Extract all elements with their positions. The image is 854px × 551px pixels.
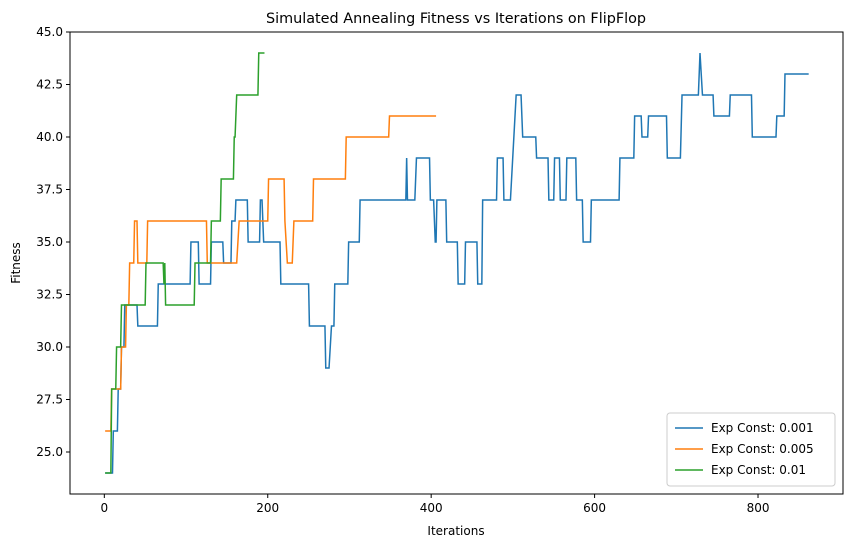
y-tick-label: 30.0 [36, 340, 63, 354]
y-tick-label: 32.5 [36, 288, 63, 302]
plot-frame [69, 31, 844, 495]
legend-label: Exp Const: 0.005 [711, 442, 814, 456]
x-tick-label: 200 [256, 501, 279, 515]
series-line [105, 52, 265, 474]
y-tick-label: 37.5 [36, 183, 63, 197]
y-axis-label: Fitness [9, 242, 23, 284]
y-tick-label: 42.5 [36, 78, 63, 92]
legend-label: Exp Const: 0.001 [711, 421, 814, 435]
x-tick-label: 600 [583, 501, 606, 515]
legend-box [666, 412, 836, 487]
chart-title: Simulated Annealing Fitness vs Iteration… [266, 11, 646, 27]
y-tick-label: 35.0 [36, 235, 63, 249]
x-tick-label: 800 [747, 501, 770, 515]
legend-label: Exp Const: 0.01 [711, 463, 806, 477]
x-tick-label: 400 [420, 501, 443, 515]
x-tick-label: 0 [100, 501, 108, 515]
y-tick-label: 27.5 [36, 393, 63, 407]
y-tick-label: 45.0 [36, 25, 63, 39]
y-tick-label: 25.0 [36, 445, 63, 459]
series-line [105, 52, 809, 474]
y-tick-label: 40.0 [36, 130, 63, 144]
x-axis-label: Iterations [427, 524, 484, 538]
